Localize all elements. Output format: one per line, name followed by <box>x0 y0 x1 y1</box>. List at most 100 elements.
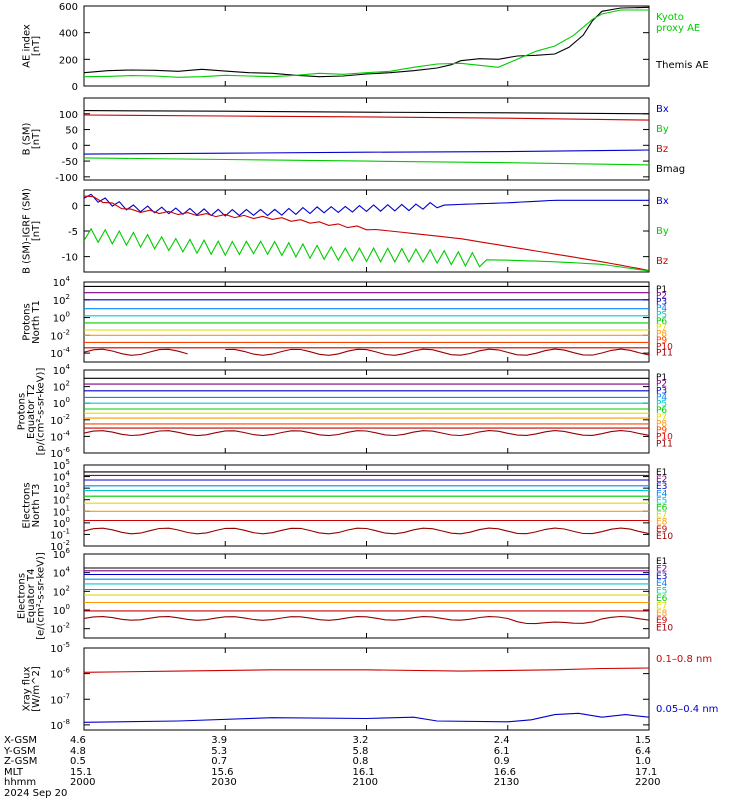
legend-label: E8 <box>656 609 668 619</box>
legend-label: P8 <box>656 419 667 429</box>
legend-label: P3 <box>656 298 667 308</box>
legend-label: P7 <box>656 413 667 423</box>
legend-label: P1 <box>656 373 667 383</box>
legend-label: P2 <box>656 291 667 301</box>
y-axis-label: Equator T4 <box>26 569 37 624</box>
legend-label: E3 <box>656 572 667 582</box>
y-axis-label: B (SM)-IGRF (SM) <box>21 188 32 274</box>
y-tick-label: -100 <box>55 173 78 184</box>
series-by <box>84 157 649 166</box>
legend-label: Bx <box>656 104 669 115</box>
y-tick-label: 200 <box>59 55 78 66</box>
series-bmag <box>84 110 649 115</box>
legend-label: E8 <box>656 518 668 528</box>
panel-frame <box>83 553 650 639</box>
legend-label: E10 <box>656 532 673 542</box>
y-axis-label: [p/(cm²-s-sr-keV)] <box>36 368 47 456</box>
legend-label: By <box>656 226 669 237</box>
y-tick-label: 104 <box>53 275 71 289</box>
y-tick-label: 10-2 <box>50 413 70 427</box>
legend-label: P4 <box>656 304 667 314</box>
legend-label: P9 <box>656 426 667 436</box>
panel-p1: 0 200 400 600 AE index[nT] Kyoto proxy AE Themi… <box>21 2 708 93</box>
y-tick-label: 104 <box>53 363 71 377</box>
legend-label: P10 <box>656 433 673 443</box>
legend-label: E4 <box>656 489 668 499</box>
y-tick-label: 400 <box>59 29 78 40</box>
y-axis-label: Equator T2 <box>26 384 37 439</box>
y-axis-label: [nT] <box>31 221 42 241</box>
y-tick-label: 102 <box>53 380 70 394</box>
legend-label: P4 <box>656 393 667 403</box>
series-by <box>84 227 649 272</box>
legend-label: P3 <box>656 386 667 396</box>
series-kyoto-proxy-ae <box>84 9 649 78</box>
legend-label: 0.1–0.8 nm <box>656 654 712 665</box>
series-p11 <box>84 430 649 437</box>
y-tick-label: 0 <box>72 82 78 93</box>
y-axis-label: [W/m^2] <box>31 666 42 712</box>
y-axis-label: North T3 <box>31 484 42 528</box>
legend-label: 0.05–0.4 nm <box>656 704 718 715</box>
y-axis-label: North T1 <box>31 300 42 344</box>
legend-label: Bx <box>656 196 669 207</box>
legend-label: Bz <box>656 256 668 267</box>
legend-label: E5 <box>656 587 667 597</box>
y-tick-label: 101 <box>53 504 70 518</box>
y-tick-label: 102 <box>53 493 70 507</box>
y-tick-label: 102 <box>53 584 70 598</box>
legend-label: P5 <box>656 400 667 410</box>
panel-p3: -10 -5 0 B (SM)-IGRF (SM)[nT] Bx By Bz <box>21 188 669 274</box>
y-axis-label: [e/(cm²-s-sr-keV)] <box>36 552 47 640</box>
y-tick-label: 10-2 <box>50 539 70 553</box>
legend-label: P9 <box>656 336 667 346</box>
series-p11 <box>84 348 649 356</box>
y-axis-label: Xray flux <box>21 667 32 712</box>
legend-label: E7 <box>656 601 667 611</box>
y-tick-label: -10 <box>62 253 78 264</box>
y-tick-label: 10-5 <box>50 641 70 655</box>
panel-frame <box>83 647 650 731</box>
panel-p2: -100 -50 0 50 100 B (SM)[nT] Bx By Bz Bmag <box>21 97 685 184</box>
series-0-1-0-8-nm <box>84 667 649 673</box>
legend-label: P5 <box>656 310 667 320</box>
y-tick-label: 10-4 <box>50 429 70 443</box>
y-tick-label: 10-1 <box>50 527 70 541</box>
y-tick-label: 10-6 <box>50 667 70 681</box>
y-axis-label: Protons <box>17 393 28 430</box>
y-tick-label: 104 <box>53 470 71 484</box>
series-e10 <box>84 615 649 625</box>
y-axis-label: [nT] <box>31 129 42 149</box>
legend-label: Themis AE <box>655 60 709 71</box>
panel-frame <box>83 189 650 273</box>
series-bx <box>84 149 649 155</box>
panel-frame <box>83 464 650 547</box>
legend-label: E1 <box>656 468 667 478</box>
y-tick-label: 10-7 <box>50 692 70 706</box>
y-tick-label: 104 <box>53 566 71 580</box>
y-tick-label: 10-4 <box>50 346 70 360</box>
series-0-05-0-4-nm <box>84 712 649 723</box>
y-axis-label: B (SM) <box>21 122 32 155</box>
y-tick-label: 100 <box>53 311 70 325</box>
legend-label: E2 <box>656 475 667 485</box>
legend-label: E2 <box>656 564 667 574</box>
legend-label: E6 <box>656 594 668 604</box>
legend-label: E5 <box>656 496 667 506</box>
y-tick-label: 100 <box>53 396 70 410</box>
legend-label: P8 <box>656 330 667 340</box>
y-axis-label: Protons <box>21 303 32 340</box>
y-tick-label: -50 <box>62 157 78 168</box>
y-tick-label: 0 <box>72 141 78 152</box>
y-tick-label: 100 <box>59 110 78 121</box>
legend-label: P6 <box>656 406 667 416</box>
legend-label: Bmag <box>656 164 685 175</box>
y-axis-label: [nT] <box>31 36 42 56</box>
y-tick-label: 100 <box>53 516 70 530</box>
y-tick-label: 10-2 <box>50 622 70 636</box>
legend-label: P7 <box>656 323 667 333</box>
series-themis-ae <box>84 6 649 78</box>
